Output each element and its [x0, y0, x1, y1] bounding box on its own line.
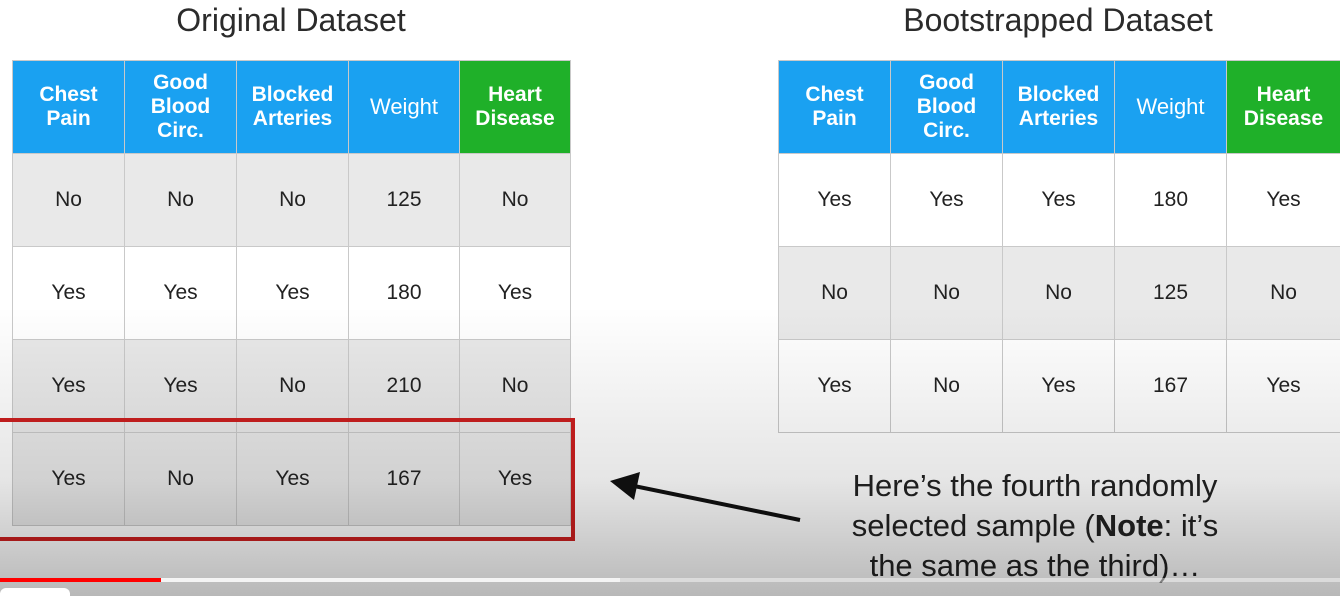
original-dataset-title: Original Dataset [176, 2, 406, 38]
annotation-text: Here’s the fourth randomly selected samp… [800, 466, 1270, 586]
cell: Yes [1226, 339, 1340, 433]
header-blocked-arteries: Blocked Arteries [1002, 60, 1115, 154]
cell: No [124, 153, 237, 247]
header-heart-disease: Heart Disease [459, 60, 571, 154]
table-row: Yes Yes Yes 180 Yes [778, 153, 1340, 247]
cell: Yes [124, 339, 237, 433]
bootstrapped-dataset-title: Bootstrapped Dataset [903, 2, 1213, 38]
cell: Yes [1002, 339, 1115, 433]
table-row: No No No 125 No [778, 246, 1340, 340]
player-controls-edge [0, 588, 70, 596]
table-header-row: Chest Pain Good Blood Circ. Blocked Arteries… [778, 60, 1340, 154]
cell: No [890, 246, 1003, 340]
annotation-line: the same as the third)… [869, 548, 1201, 583]
cell: 125 [1114, 246, 1227, 340]
cell: Yes [890, 153, 1003, 247]
cell: No [236, 339, 349, 433]
cell: Yes [459, 432, 571, 526]
cell: Yes [778, 153, 891, 247]
bootstrapped-dataset-table: Chest Pain Good Blood Circ. Blocked Arteries… [778, 60, 1340, 433]
table-row: Yes Yes Yes 180 Yes [12, 246, 571, 340]
header-good-blood-circ: Good Blood Circ. [124, 60, 237, 154]
cell: Yes [1002, 153, 1115, 247]
original-dataset-table: Chest Pain Good Blood Circ. Blocked Arteries… [12, 60, 571, 526]
cell: No [1002, 246, 1115, 340]
cell: Yes [236, 246, 349, 340]
header-weight: Weight [1114, 60, 1227, 154]
cell: No [1226, 246, 1340, 340]
cell: 125 [348, 153, 460, 247]
annotation-line: selected sample (Note: it’s [800, 506, 1270, 546]
table-row: Yes No Yes 167 Yes [778, 339, 1340, 433]
header-chest-pain: Chest Pain [778, 60, 891, 154]
cell: No [12, 153, 125, 247]
annotation-text-part: : it’s [1163, 508, 1219, 543]
cell: Yes [1226, 153, 1340, 247]
cell: 180 [1114, 153, 1227, 247]
cell: 167 [348, 432, 460, 526]
header-heart-disease: Heart Disease [1226, 60, 1340, 154]
cell: 180 [348, 246, 460, 340]
cell: No [890, 339, 1003, 433]
cell: 167 [1114, 339, 1227, 433]
annotation-line: Here’s the fourth randomly [852, 468, 1218, 503]
cell: Yes [124, 246, 237, 340]
header-chest-pain: Chest Pain [12, 60, 125, 154]
table-header-row: Chest Pain Good Blood Circ. Blocked Arteries… [12, 60, 571, 154]
annotation-text-part: selected sample ( [851, 508, 1095, 543]
header-good-blood-circ: Good Blood Circ. [890, 60, 1003, 154]
cell: No [778, 246, 891, 340]
video-played-bar [0, 578, 161, 582]
cell: Yes [778, 339, 891, 433]
header-blocked-arteries: Blocked Arteries [236, 60, 349, 154]
table-row-highlighted: Yes No Yes 167 Yes [12, 432, 571, 526]
video-progress-bar[interactable] [0, 578, 1340, 582]
cell: No [459, 339, 571, 433]
arrow-left-icon [610, 472, 801, 522]
cell: Yes [236, 432, 349, 526]
cell: No [459, 153, 571, 247]
video-buffer-bar [0, 578, 620, 582]
cell: Yes [12, 246, 125, 340]
selected-sample-highlight [0, 418, 575, 541]
cell: No [236, 153, 349, 247]
cell: No [124, 432, 237, 526]
cell: Yes [459, 246, 571, 340]
annotation-note-bold: Note [1094, 508, 1164, 543]
header-weight: Weight [348, 60, 460, 154]
cell: Yes [12, 432, 125, 526]
table-row: No No No 125 No [12, 153, 571, 247]
